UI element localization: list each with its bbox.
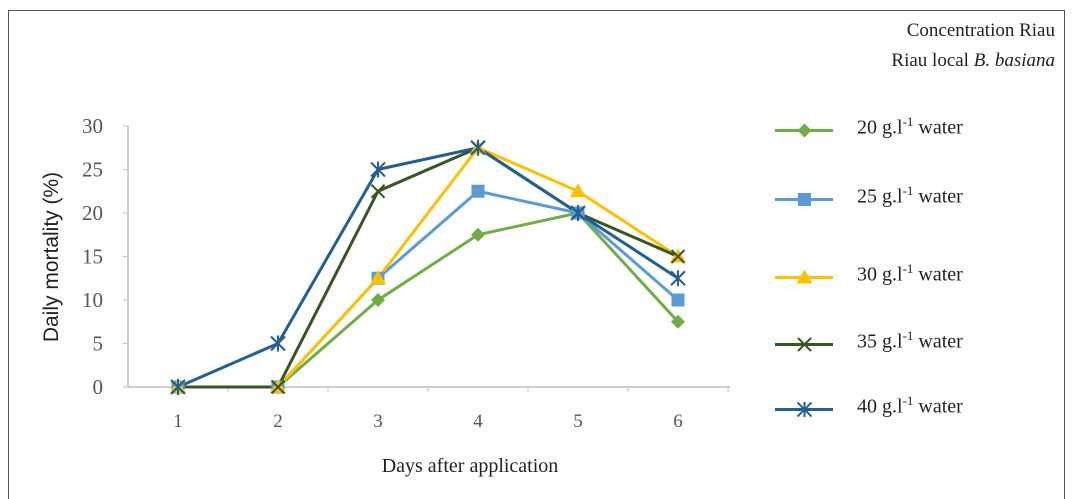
legend-label: 20 g.l-1 water (857, 114, 963, 140)
y-axis-label: Daily mortality (%) (40, 172, 63, 342)
y-tick-label: 15 (82, 245, 103, 269)
y-tick-label: 5 (93, 332, 104, 356)
data-point-series-3 (370, 270, 386, 285)
legend-label-prefix: 35 g.l (857, 330, 903, 353)
legend-marker-shape (797, 270, 812, 284)
legend-marker-icon (797, 123, 812, 138)
data-point-series-4 (670, 249, 686, 264)
data-point-series-4-stroke (370, 184, 386, 199)
series-markers (170, 139, 686, 395)
data-point-series-5 (470, 139, 486, 156)
y-tick-label: 20 (82, 201, 103, 225)
x-tick-label: 2 (273, 411, 283, 432)
data-point-series-2 (671, 293, 685, 307)
legend-label-suffix: water (913, 116, 963, 139)
x-tick-label: 5 (573, 411, 583, 432)
legend-marker-shape (797, 337, 812, 352)
legend-entry: 30 g.l-1 water (775, 261, 1035, 291)
y-tick-label: 0 (93, 375, 104, 399)
series-line-2 (178, 189, 679, 389)
legend-marker-icon (797, 337, 812, 352)
series-line-5 (177, 146, 679, 389)
legend-marker-icon (797, 402, 812, 417)
data-point-series-2 (471, 184, 485, 198)
data-point-series-1 (471, 227, 485, 242)
legend-label: 40 g.l-1 water (857, 393, 963, 419)
data-point-series-4-stroke (270, 379, 286, 395)
data-point-series-1 (371, 293, 385, 307)
x-axis-label: Days after application (382, 455, 559, 477)
legend-label-superscript: -1 (902, 261, 914, 276)
legend-label: 25 g.l-1 water (857, 183, 963, 209)
y-tick-label: 25 (82, 158, 103, 182)
legend-label-prefix: 30 g.l (857, 263, 903, 286)
series-lines (177, 146, 680, 389)
legend-label-superscript: -1 (902, 183, 914, 198)
legend-marker-shape-stroke (797, 337, 812, 352)
legend-label-prefix: 40 g.l (857, 395, 903, 418)
legend-label-superscript: -1 (902, 114, 914, 129)
legend-marker-icon (798, 193, 811, 206)
legend-title-line-1: Concentration Riau (906, 20, 1055, 41)
legend-title-prefix: Riau local (891, 50, 974, 71)
x-tick-label: 1 (173, 411, 183, 432)
y-tick-label: 30 (82, 114, 103, 138)
data-point-series-5 (270, 335, 286, 352)
legend-label-prefix: 25 g.l (857, 185, 903, 208)
x-tick-label: 3 (373, 411, 383, 432)
legend-marker-shape (797, 123, 812, 138)
series-line-1 (178, 211, 680, 389)
legend-title-species: B. basiana (973, 50, 1055, 71)
legend-marker-shape (798, 193, 811, 206)
data-point-series-5 (170, 379, 186, 395)
legend-label-superscript: -1 (902, 393, 914, 408)
chart-frame (8, 10, 1065, 499)
data-point-series-5 (370, 161, 386, 178)
legend-marker-shape (797, 402, 812, 417)
legend-marker-icon (797, 270, 812, 284)
data-point-series-4-stroke (670, 249, 686, 264)
legend-label-suffix: water (913, 395, 963, 418)
legend-label: 35 g.l-1 water (857, 328, 963, 354)
data-point-series-4 (270, 379, 286, 395)
x-tick-label: 4 (473, 411, 483, 432)
legend-label-suffix: water (913, 330, 963, 353)
data-point-series-4 (370, 184, 386, 199)
x-tick-label: 6 (673, 411, 683, 432)
data-point-series-5 (570, 205, 586, 221)
legend-label-suffix: water (913, 185, 963, 208)
data-point-series-1 (671, 314, 685, 329)
legend-entry: 35 g.l-1 water (775, 328, 1035, 358)
legend-title-line-2: Riau local B. basiana (891, 50, 1055, 72)
data-point-series-5 (670, 270, 686, 287)
legend-label: 30 g.l-1 water (857, 261, 963, 287)
data-point-series-3 (570, 183, 586, 198)
legend-entry: 20 g.l-1 water (775, 114, 1035, 144)
legend-label-superscript: -1 (902, 328, 914, 343)
legend-entry: 40 g.l-1 water (775, 393, 1035, 423)
y-tick-label: 10 (82, 288, 103, 312)
legend-entry: 25 g.l-1 water (775, 183, 1035, 213)
series-line-4 (178, 146, 679, 389)
legend-label-prefix: 20 g.l (857, 116, 903, 139)
legend-label-suffix: water (913, 263, 963, 286)
